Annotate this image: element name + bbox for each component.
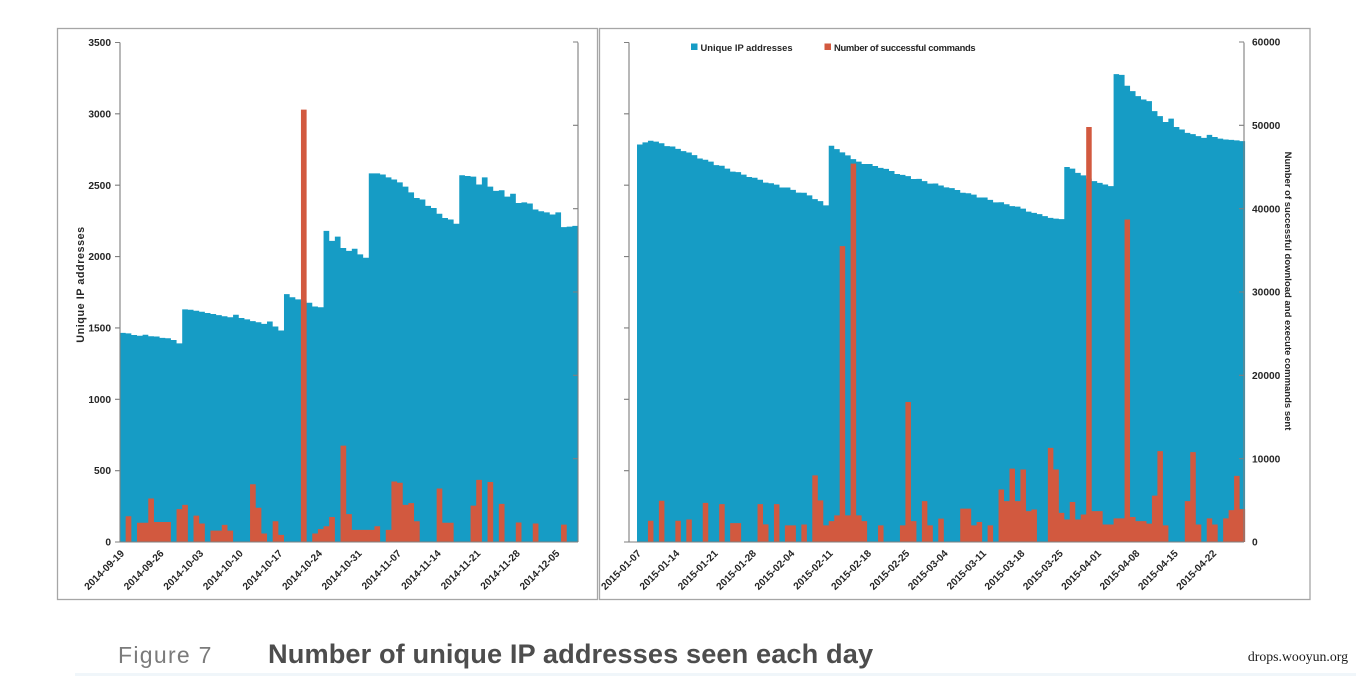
svg-text:3000: 3000 xyxy=(88,109,111,120)
svg-text:30000: 30000 xyxy=(1252,288,1281,299)
svg-text:2500: 2500 xyxy=(88,181,111,192)
svg-text:Unique IP addresses: Unique IP addresses xyxy=(701,42,793,53)
svg-text:50000: 50000 xyxy=(1252,121,1281,132)
svg-text:60000: 60000 xyxy=(1252,38,1281,49)
svg-text:3500: 3500 xyxy=(88,38,111,49)
svg-text:1000: 1000 xyxy=(88,395,111,406)
svg-text:10000: 10000 xyxy=(1252,454,1281,465)
svg-text:Unique IP addresses: Unique IP addresses xyxy=(75,226,87,342)
svg-text:0: 0 xyxy=(105,538,111,549)
svg-text:500: 500 xyxy=(94,466,111,477)
svg-text:Figure 7: Figure 7 xyxy=(118,642,213,668)
svg-text:20000: 20000 xyxy=(1252,371,1281,382)
svg-text:1500: 1500 xyxy=(88,324,111,335)
svg-text:0: 0 xyxy=(1252,538,1258,549)
svg-text:2000: 2000 xyxy=(88,252,111,263)
svg-text:Number of successful download: Number of successful download and execut… xyxy=(1282,152,1293,432)
svg-text:40000: 40000 xyxy=(1252,204,1281,215)
svg-text:Number of unique IP addresses: Number of unique IP addresses seen each … xyxy=(268,638,873,669)
svg-text:drops.wooyun.org: drops.wooyun.org xyxy=(1248,649,1348,664)
svg-text:Number of successful commands: Number of successful commands xyxy=(834,42,975,53)
